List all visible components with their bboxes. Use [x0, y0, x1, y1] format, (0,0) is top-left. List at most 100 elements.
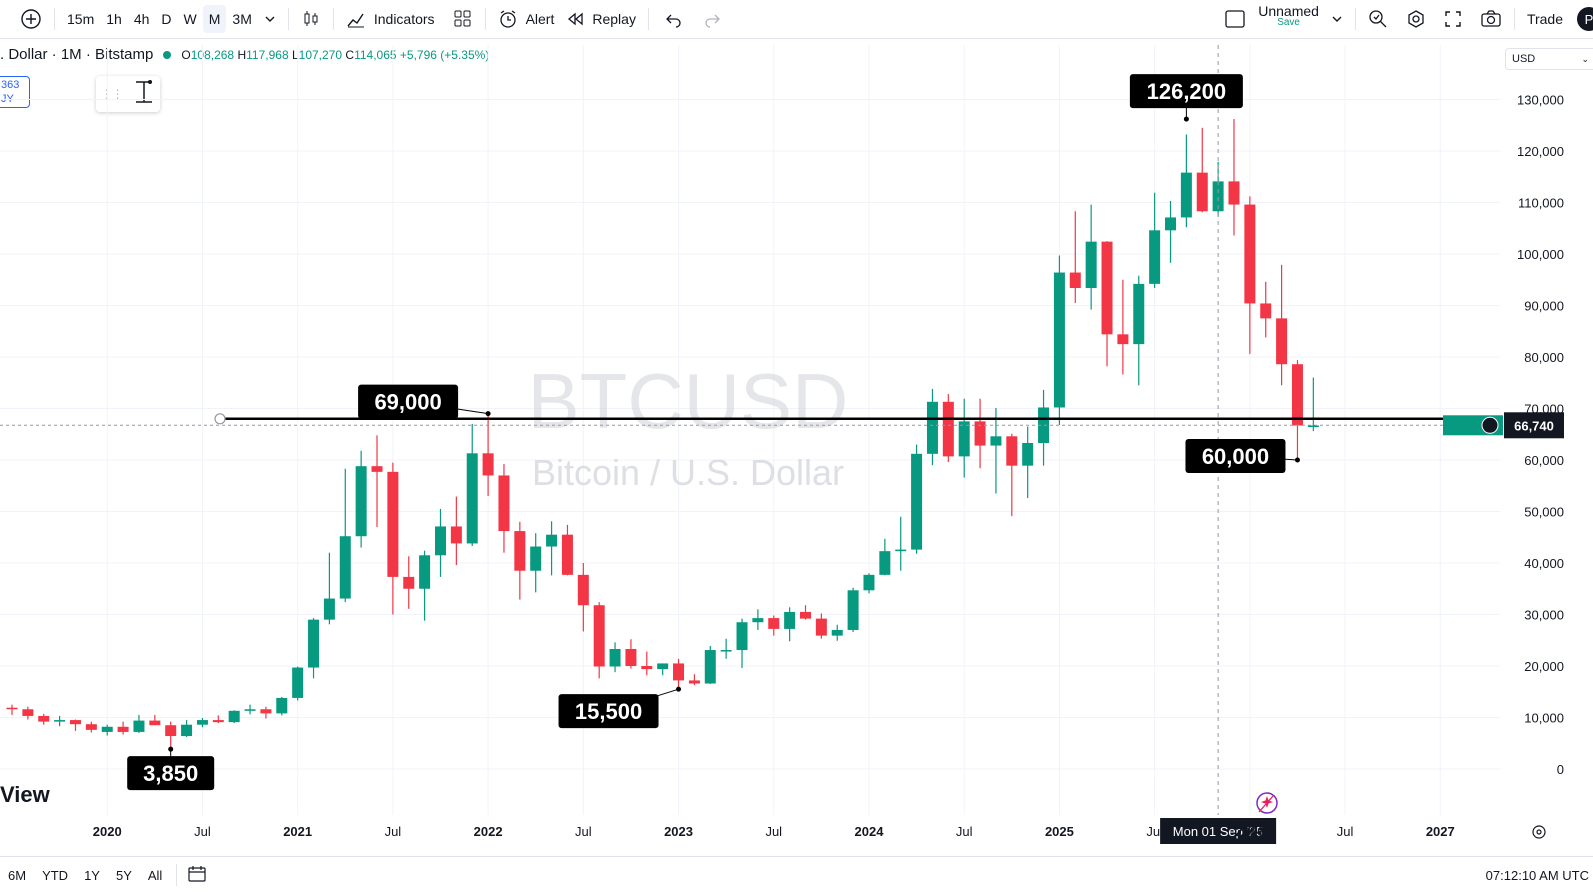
candle-body: [482, 453, 494, 476]
drag-handle-icon[interactable]: ⋮⋮: [100, 87, 124, 101]
candle-body: [1133, 283, 1145, 345]
candle-body: [6, 707, 18, 710]
close-value: 114,065: [354, 47, 397, 62]
interval-15m[interactable]: 15m: [67, 11, 95, 27]
candle-body: [228, 710, 240, 723]
y-tick-label: 100,000: [1517, 247, 1564, 262]
separator: [332, 8, 334, 30]
annotation-point: [1294, 457, 1300, 463]
annotation-label: 126,200: [1147, 79, 1227, 104]
low-label: L: [291, 47, 299, 62]
candle-body: [593, 605, 605, 667]
crosshair: Mon 01 Sep '25: [1160, 45, 1277, 844]
y-tick-label: 40,000: [1524, 556, 1564, 571]
trade-button[interactable]: Trade: [1526, 11, 1563, 27]
annotation-label: 15,500: [575, 699, 642, 724]
indicators-label: Indicators: [373, 11, 435, 27]
quick-search-icon[interactable]: [1362, 5, 1394, 33]
layout-checkbox-icon[interactable]: [1218, 5, 1252, 33]
y-tick-label: 120,000: [1517, 144, 1564, 159]
x-tick-label: Jul: [1337, 824, 1354, 839]
candle-body: [434, 526, 446, 556]
open-label: O: [181, 47, 191, 62]
x-tick-label: 2023: [664, 824, 693, 839]
symbol-title[interactable]: . Dollar · 1M · Bitstamp: [0, 46, 154, 63]
last-price-value: 66,740: [1514, 418, 1554, 433]
candles: [6, 119, 1319, 750]
candle-body: [244, 709, 256, 711]
candle-body: [752, 618, 764, 623]
candle-body: [419, 555, 431, 589]
crosshair-date-label: Mon 01 Sep '25: [1173, 824, 1264, 839]
bottom-toolbar: 6M YTD 1Y 5Y All 07:12:10 AM UTC: [0, 856, 1593, 893]
axis-settings-icon[interactable]: [1531, 824, 1547, 845]
interval-1h[interactable]: 1h: [106, 11, 122, 27]
indicators-button[interactable]: Indicators: [340, 5, 441, 33]
currency-selector[interactable]: USD ⌄: [1505, 48, 1593, 70]
redo-icon[interactable]: [697, 5, 727, 33]
range-6m[interactable]: 6M: [8, 867, 27, 883]
candle-body: [292, 667, 304, 698]
alert-button[interactable]: Alert: [492, 5, 561, 33]
profile-button[interactable]: P: [1577, 7, 1593, 31]
candle-body: [863, 574, 875, 591]
replay-button[interactable]: Replay: [560, 5, 642, 33]
annotation-box: [1129, 74, 1243, 109]
chevron-down-icon[interactable]: [258, 5, 282, 33]
interval-4h[interactable]: 4h: [133, 11, 150, 27]
fullscreen-icon[interactable]: [1438, 5, 1468, 33]
range-ytd[interactable]: YTD: [42, 867, 69, 883]
candle-body: [704, 650, 716, 684]
undo-icon[interactable]: [659, 5, 689, 33]
annotations: 126,200 69,000 60,000 15,500 3,850: [127, 74, 1300, 791]
candle-body: [165, 725, 177, 737]
alarm-clock-icon: [498, 9, 518, 29]
separator: [647, 8, 649, 30]
range-all[interactable]: All: [147, 867, 163, 883]
candle-body: [38, 715, 50, 722]
interval-3m[interactable]: 3M: [232, 11, 252, 27]
annotation-point: [1183, 116, 1189, 122]
x-tick-label: 2027: [1426, 824, 1455, 839]
candle-body: [149, 720, 161, 726]
y-tick-label: 130,000: [1517, 93, 1564, 108]
y-tick-label: 50,000: [1524, 505, 1564, 520]
candle-body: [133, 720, 145, 732]
range-1y[interactable]: 1Y: [84, 867, 100, 883]
interval-d[interactable]: D: [161, 11, 172, 27]
candle-body: [498, 475, 510, 532]
chevron-down-icon[interactable]: [1325, 5, 1349, 33]
interval-w[interactable]: W: [183, 11, 197, 27]
camera-icon[interactable]: [1474, 5, 1508, 33]
sparkle-icon[interactable]: [1253, 790, 1281, 821]
candle-type-icon[interactable]: [295, 5, 327, 33]
range-5y[interactable]: 5Y: [115, 867, 132, 883]
side-badge-line1: 363: [1, 79, 20, 91]
floating-drawing-toolbar[interactable]: ⋮⋮: [96, 76, 160, 112]
price-chart[interactable]: BTCUSD Bitcoin / U.S. Dollar 66,740 Mon …: [0, 40, 1593, 855]
interval-m[interactable]: M: [202, 5, 227, 33]
candle-body: [1228, 181, 1240, 205]
change-value: +5,796 (+5.35%): [399, 47, 490, 62]
layouts-icon[interactable]: [447, 5, 479, 33]
candle-body: [117, 726, 129, 732]
price-range-tool-icon[interactable]: [132, 79, 156, 110]
side-badge[interactable]: 363 JY: [0, 76, 30, 108]
candle-body: [403, 576, 415, 589]
layout-name-button[interactable]: Unnamed Save: [1252, 4, 1325, 33]
candle-body: [308, 619, 320, 668]
go-to-date-icon[interactable]: [187, 865, 207, 886]
candle-body: [974, 421, 986, 446]
settings-icon[interactable]: [1400, 5, 1432, 33]
candle-body: [879, 551, 891, 575]
candle-body: [212, 720, 224, 723]
candle-body: [260, 709, 272, 714]
separator: [176, 864, 178, 886]
candle-body: [625, 649, 637, 666]
candle-body: [1006, 436, 1018, 466]
candle-body: [323, 598, 335, 620]
candle-body: [1212, 181, 1224, 212]
separator: [54, 8, 55, 30]
candle-body: [546, 534, 558, 547]
add-symbol-icon[interactable]: [14, 5, 48, 33]
